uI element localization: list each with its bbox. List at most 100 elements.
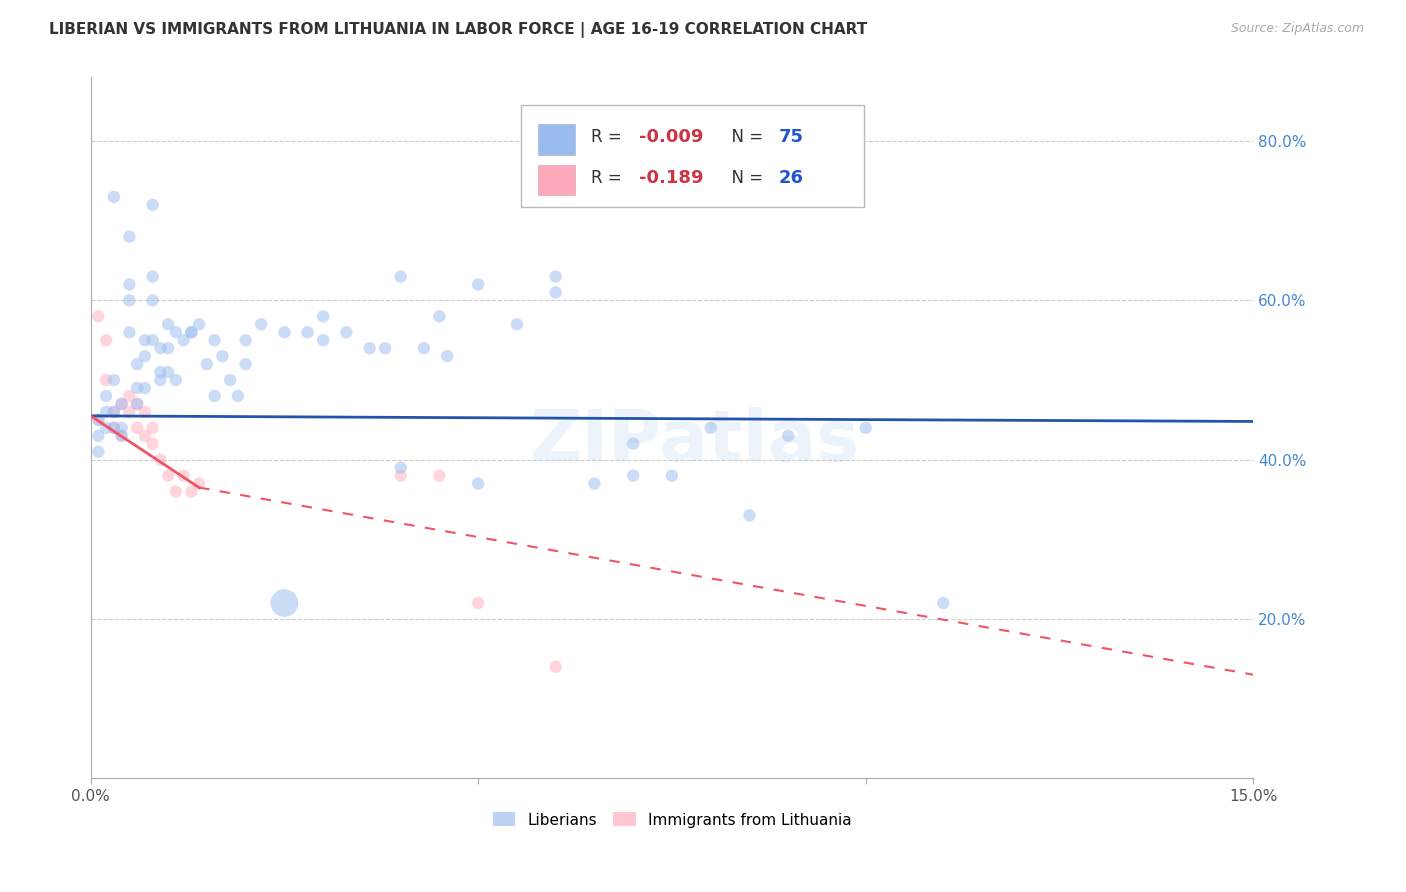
Text: ZIPatlas: ZIPatlas [530,408,860,476]
Point [359,341,381,355]
Point [204,333,226,347]
Point [219,373,242,387]
Point [467,596,489,610]
Point [87,413,110,427]
Point [544,285,567,300]
FancyBboxPatch shape [538,124,575,154]
Point [118,405,141,419]
Point [195,357,218,371]
Text: N =: N = [721,169,768,186]
Point [429,310,451,324]
Text: 75: 75 [779,128,804,146]
Point [134,333,156,347]
Point [149,452,172,467]
Point [738,508,761,523]
Point [389,269,412,284]
Point [127,381,149,395]
Point [149,365,172,379]
Point [87,413,110,427]
Point [544,269,567,284]
Point [94,333,117,347]
Point [436,349,458,363]
Point [111,429,134,443]
Point [134,405,156,419]
Point [621,468,644,483]
Point [111,429,134,443]
Point [506,318,529,332]
Point [103,190,125,204]
Point [87,310,110,324]
Point [142,436,165,450]
Point [235,357,257,371]
Text: R =: R = [591,169,627,186]
Point [142,421,165,435]
Point [467,476,489,491]
Point [374,341,396,355]
Point [211,349,233,363]
Point [855,421,877,435]
Point [335,326,357,340]
Point [297,326,319,340]
Point [94,373,117,387]
Point [103,421,125,435]
Point [157,365,180,379]
Point [134,381,156,395]
Text: LIBERIAN VS IMMIGRANTS FROM LITHUANIA IN LABOR FORCE | AGE 16-19 CORRELATION CHA: LIBERIAN VS IMMIGRANTS FROM LITHUANIA IN… [49,22,868,38]
Point [157,468,180,483]
Point [142,333,165,347]
Point [127,357,149,371]
Point [149,341,172,355]
Point [127,397,149,411]
Point [103,421,125,435]
Point [180,326,202,340]
Legend: Liberians, Immigrants from Lithuania: Liberians, Immigrants from Lithuania [486,806,858,834]
Text: -0.009: -0.009 [640,128,704,146]
Point [932,596,955,610]
Point [111,397,134,411]
Text: R =: R = [591,128,627,146]
FancyBboxPatch shape [520,105,863,207]
Point [127,421,149,435]
Point [118,277,141,292]
Point [94,389,117,403]
Point [127,397,149,411]
Point [118,229,141,244]
Text: N =: N = [721,128,768,146]
Text: 26: 26 [779,169,804,186]
Point [180,484,202,499]
Point [250,318,273,332]
Point [661,468,683,483]
FancyBboxPatch shape [538,165,575,195]
Point [583,476,606,491]
Point [118,326,141,340]
Text: Source: ZipAtlas.com: Source: ZipAtlas.com [1230,22,1364,36]
Point [87,444,110,458]
Point [226,389,249,403]
Point [118,293,141,308]
Point [204,389,226,403]
Point [413,341,436,355]
Point [173,468,195,483]
Point [544,659,567,673]
Point [165,326,187,340]
Point [157,318,180,332]
Text: -0.189: -0.189 [640,169,704,186]
Point [142,269,165,284]
Point [94,405,117,419]
Point [103,405,125,419]
Point [157,341,180,355]
Point [103,405,125,419]
Point [111,421,134,435]
Point [188,476,211,491]
Point [389,460,412,475]
Point [273,596,295,610]
Point [467,277,489,292]
Point [312,333,335,347]
Point [118,389,141,403]
Point [699,421,721,435]
Point [273,326,295,340]
Point [173,333,195,347]
Point [621,436,644,450]
Point [142,293,165,308]
Point [111,397,134,411]
